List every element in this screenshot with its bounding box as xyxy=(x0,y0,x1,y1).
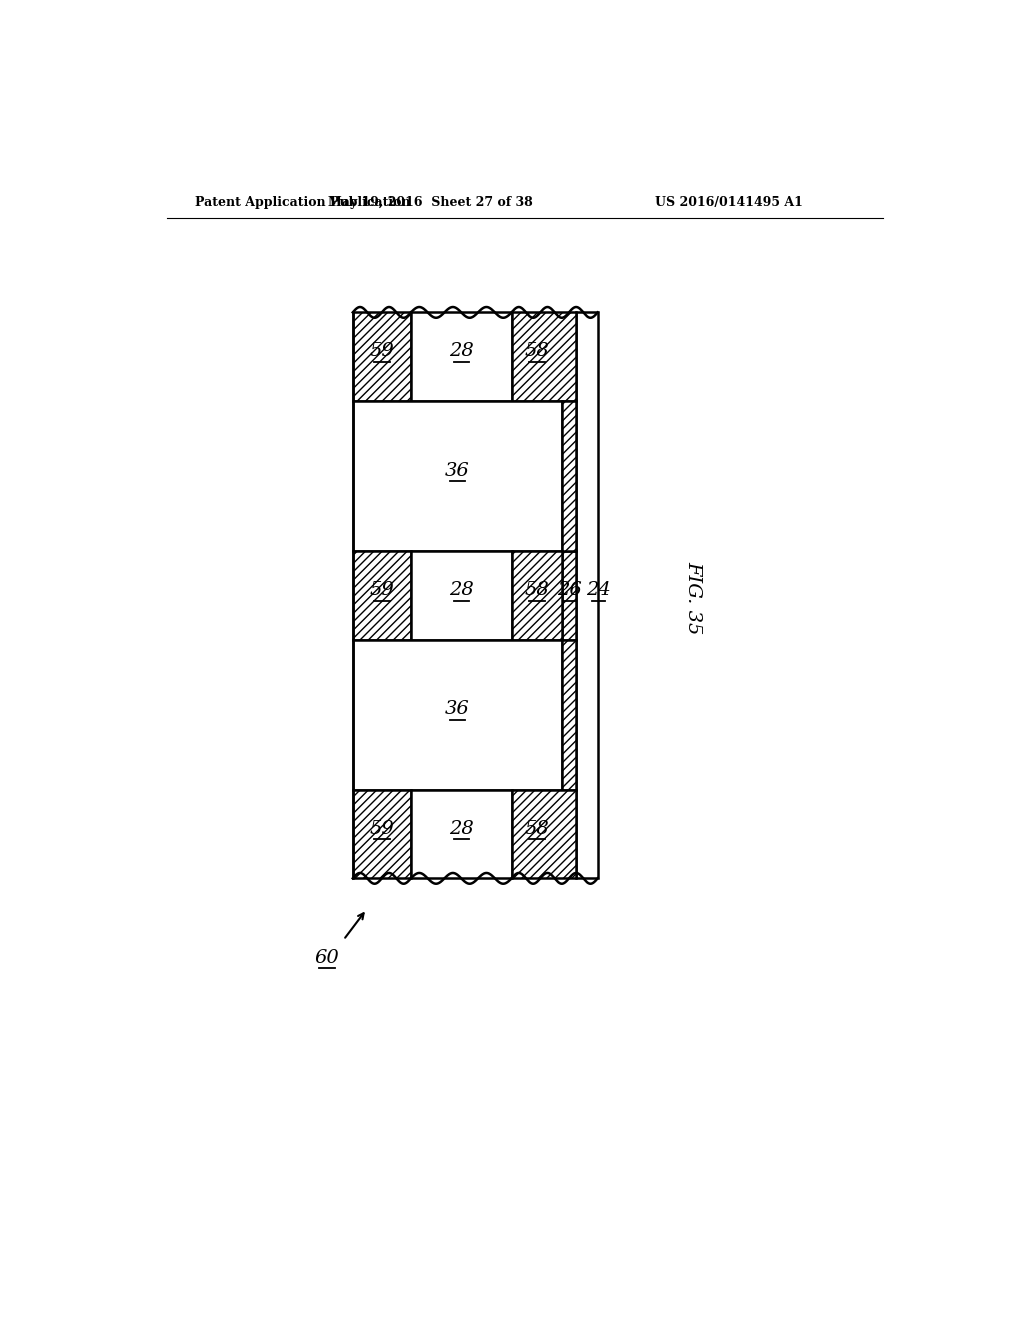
Text: FIG. 35: FIG. 35 xyxy=(685,561,702,634)
Text: 58: 58 xyxy=(524,342,549,360)
Bar xyxy=(562,401,575,552)
Text: 59: 59 xyxy=(370,581,394,599)
Bar xyxy=(411,552,512,640)
Bar xyxy=(512,313,575,401)
Bar xyxy=(562,640,575,789)
Text: 59: 59 xyxy=(370,820,394,838)
Text: May 19, 2016  Sheet 27 of 38: May 19, 2016 Sheet 27 of 38 xyxy=(328,195,532,209)
Bar xyxy=(411,313,512,401)
Bar xyxy=(562,552,575,640)
Bar xyxy=(352,552,411,640)
Bar xyxy=(562,401,575,552)
Bar xyxy=(575,313,598,878)
Bar xyxy=(512,789,575,878)
Text: Patent Application Publication: Patent Application Publication xyxy=(196,195,411,209)
Bar xyxy=(512,789,575,878)
Text: 28: 28 xyxy=(449,581,474,599)
Text: 59: 59 xyxy=(370,342,394,360)
Text: 24: 24 xyxy=(586,581,610,599)
Text: US 2016/0141495 A1: US 2016/0141495 A1 xyxy=(655,195,803,209)
Bar xyxy=(352,313,411,401)
Bar xyxy=(352,789,411,878)
Bar xyxy=(352,789,411,878)
Bar xyxy=(352,313,411,401)
Bar xyxy=(352,552,411,640)
Bar xyxy=(411,789,512,878)
Text: 58: 58 xyxy=(524,820,549,838)
Text: 28: 28 xyxy=(449,820,474,838)
Text: 36: 36 xyxy=(445,462,470,479)
Bar xyxy=(352,640,562,789)
Text: 28: 28 xyxy=(449,342,474,360)
Text: 36: 36 xyxy=(445,701,470,718)
Bar xyxy=(562,552,575,640)
Text: 58: 58 xyxy=(524,581,549,599)
Text: 26: 26 xyxy=(557,581,582,599)
Bar xyxy=(562,640,575,789)
Bar xyxy=(352,401,562,552)
Text: 60: 60 xyxy=(314,949,340,966)
Bar xyxy=(512,552,562,640)
Bar xyxy=(512,552,562,640)
Bar xyxy=(512,313,575,401)
